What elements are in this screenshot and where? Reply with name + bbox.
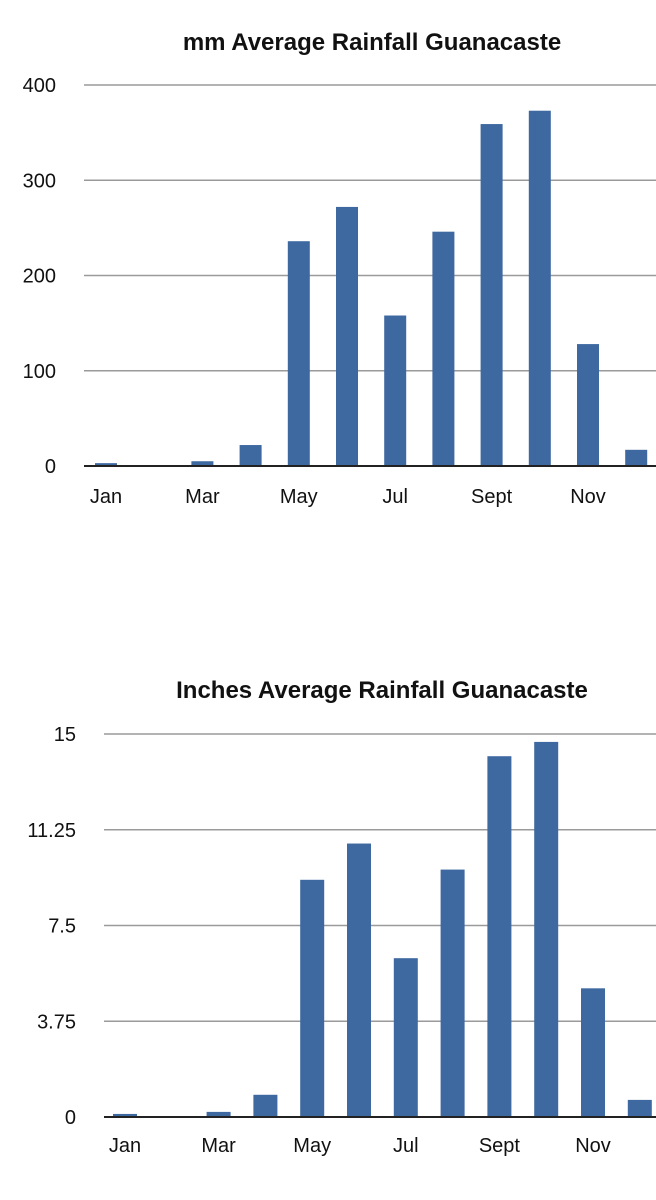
bar-jul — [393, 958, 418, 1117]
bar-jan — [113, 1113, 137, 1117]
bar-sept — [480, 124, 503, 467]
y-tick-label: 3.75 — [37, 1011, 76, 1033]
x-tick-label: May — [280, 486, 318, 508]
bar-oct — [534, 741, 559, 1117]
inches-rainfall-chart: Inches Average Rainfall Guanacaste 0 3.75… — [0, 640, 656, 1200]
gridlines — [84, 84, 656, 372]
y-tick-label: 11.25 — [27, 820, 76, 842]
y-tick-labels: 0 100 200 300 400 — [23, 75, 56, 478]
bar-jan — [95, 463, 117, 466]
mm-rainfall-chart: mm Average Rainfall Guanacaste 0 100 200 30… — [0, 0, 656, 560]
bar-may — [300, 879, 325, 1117]
mm-rainfall-chart-svg: mm Average Rainfall Guanacaste 0 100 200 30… — [23, 29, 656, 508]
x-tick-label: Nov — [570, 486, 606, 508]
bar-aug — [432, 231, 455, 466]
x-tick-label: Mar — [201, 1135, 236, 1157]
bar-jul — [384, 315, 407, 466]
bar-may — [287, 241, 310, 466]
y-tick-label: 200 — [23, 266, 56, 288]
x-tick-label: Jan — [90, 486, 122, 508]
bar-nov — [581, 988, 605, 1117]
bar-aug — [440, 869, 465, 1117]
x-tick-label: Nov — [575, 1135, 611, 1157]
y-tick-label: 15 — [54, 724, 76, 746]
x-tick-label: Sept — [471, 486, 513, 508]
x-tick-labels: Jan Mar May Jul Sept Nov — [109, 1135, 611, 1157]
y-tick-labels: 0 3.75 7.5 11.25 15 — [27, 724, 76, 1129]
x-tick-label: Jul — [382, 486, 408, 508]
x-tick-label: Jul — [393, 1135, 419, 1157]
y-tick-label: 100 — [23, 361, 56, 383]
bar-apr — [253, 1094, 278, 1117]
inches-rainfall-chart-svg: Inches Average Rainfall Guanacaste 0 3.75… — [27, 677, 656, 1157]
x-tick-label: May — [293, 1135, 331, 1157]
y-tick-label: 300 — [23, 170, 56, 192]
bar-jun — [347, 843, 371, 1117]
bar-sept — [487, 756, 512, 1117]
x-tick-label: Jan — [109, 1135, 141, 1157]
bar-oct — [528, 110, 551, 466]
x-tick-labels: Jan Mar May Jul Sept Nov — [90, 486, 606, 508]
x-tick-label: Sept — [479, 1135, 521, 1157]
bar-apr — [239, 445, 262, 466]
bar-mar — [191, 461, 214, 466]
y-tick-label: 400 — [23, 75, 56, 97]
bars — [84, 110, 656, 467]
bar-dec — [627, 1099, 652, 1117]
bar-dec — [625, 449, 648, 466]
gridlines — [104, 733, 656, 1022]
bar-nov — [577, 344, 599, 466]
x-tick-label: Mar — [185, 486, 220, 508]
bars — [104, 741, 656, 1118]
chart-title: Inches Average Rainfall Guanacaste — [176, 677, 588, 704]
bar-mar — [206, 1111, 231, 1117]
y-tick-label: 0 — [65, 1107, 76, 1129]
chart-title: mm Average Rainfall Guanacaste — [183, 29, 561, 56]
bar-jun — [336, 206, 358, 467]
y-tick-label: 7.5 — [48, 916, 76, 938]
y-tick-label: 0 — [45, 456, 56, 478]
